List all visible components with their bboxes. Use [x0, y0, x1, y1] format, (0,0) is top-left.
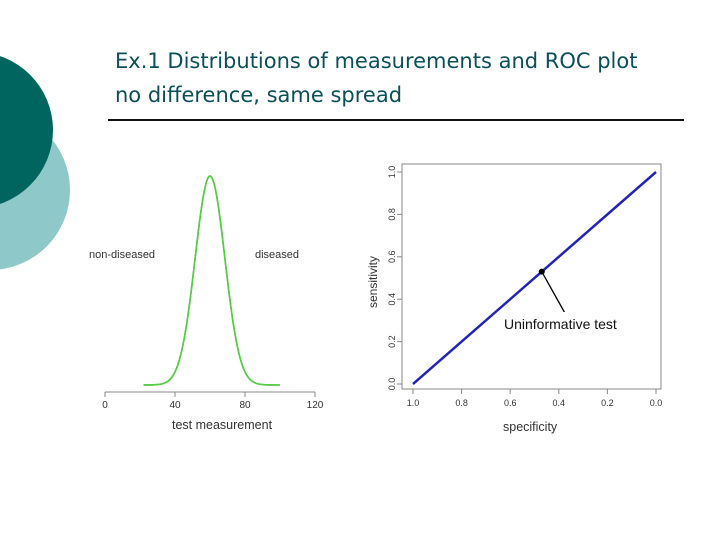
x-tick-label: 120 — [307, 400, 324, 411]
label-non-diseased: non-diseased — [89, 249, 155, 261]
annotation-uninformative-test: Uninformative test — [504, 316, 617, 332]
x-tick-label: 0.0 — [650, 398, 663, 408]
y-ticks: 0.0 0.2 0.4 0.6 0.8 1.0 — [387, 166, 402, 391]
slide-title: Ex.1 Distributions of measurements and R… — [115, 44, 705, 112]
x-tick-label: 80 — [239, 400, 251, 411]
x-tick-label: 40 — [169, 400, 181, 411]
x-tick-label: 0.4 — [553, 398, 566, 408]
x-tick-label: 1.0 — [407, 398, 420, 408]
y-tick-label: 0.4 — [387, 293, 397, 306]
x-tick-label: 0.2 — [601, 398, 614, 408]
slide-title-line1: Ex.1 Distributions of measurements and R… — [115, 49, 638, 73]
plot-frame — [401, 163, 662, 390]
x-ticks: 0 40 80 120 — [102, 392, 324, 411]
x-tick-label: 0.8 — [455, 398, 468, 408]
annotation-background — [500, 312, 650, 334]
decor-circle-dark — [0, 56, 53, 204]
y-tick-label: 0.2 — [387, 335, 397, 348]
annotation-point — [538, 268, 545, 275]
x-ticks: 1.0 0.8 0.6 0.4 0.2 0.0 — [407, 389, 663, 408]
y-tick-label: 0.8 — [387, 208, 397, 221]
annotation-pointer — [541, 271, 567, 316]
y-tick-label: 0.0 — [387, 378, 397, 391]
slide-title-line2: no difference, same spread — [115, 83, 403, 107]
x-axis-label: test measurement — [172, 418, 273, 432]
x-tick-label: 0 — [102, 400, 108, 411]
x-axis-label: specificity — [503, 420, 558, 434]
title-divider — [108, 119, 684, 121]
distribution-chart: 0 40 80 120 non-diseased diseased test meas… — [89, 175, 324, 432]
roc-chart: 1.0 0.8 0.6 0.4 0.2 0.0 0.0 0.2 0.4 0.6 0.8 1.0 Un… — [366, 163, 663, 434]
y-tick-label: 1.0 — [387, 166, 397, 179]
distribution-curve-non-diseased — [143, 175, 280, 386]
x-tick-label: 0.6 — [504, 398, 517, 408]
y-axis-label: sensitivity — [366, 256, 380, 308]
y-tick-label: 0.6 — [387, 251, 397, 264]
roc-line — [412, 171, 657, 385]
label-diseased: diseased — [255, 249, 299, 261]
distribution-curve-diseased — [143, 175, 280, 386]
